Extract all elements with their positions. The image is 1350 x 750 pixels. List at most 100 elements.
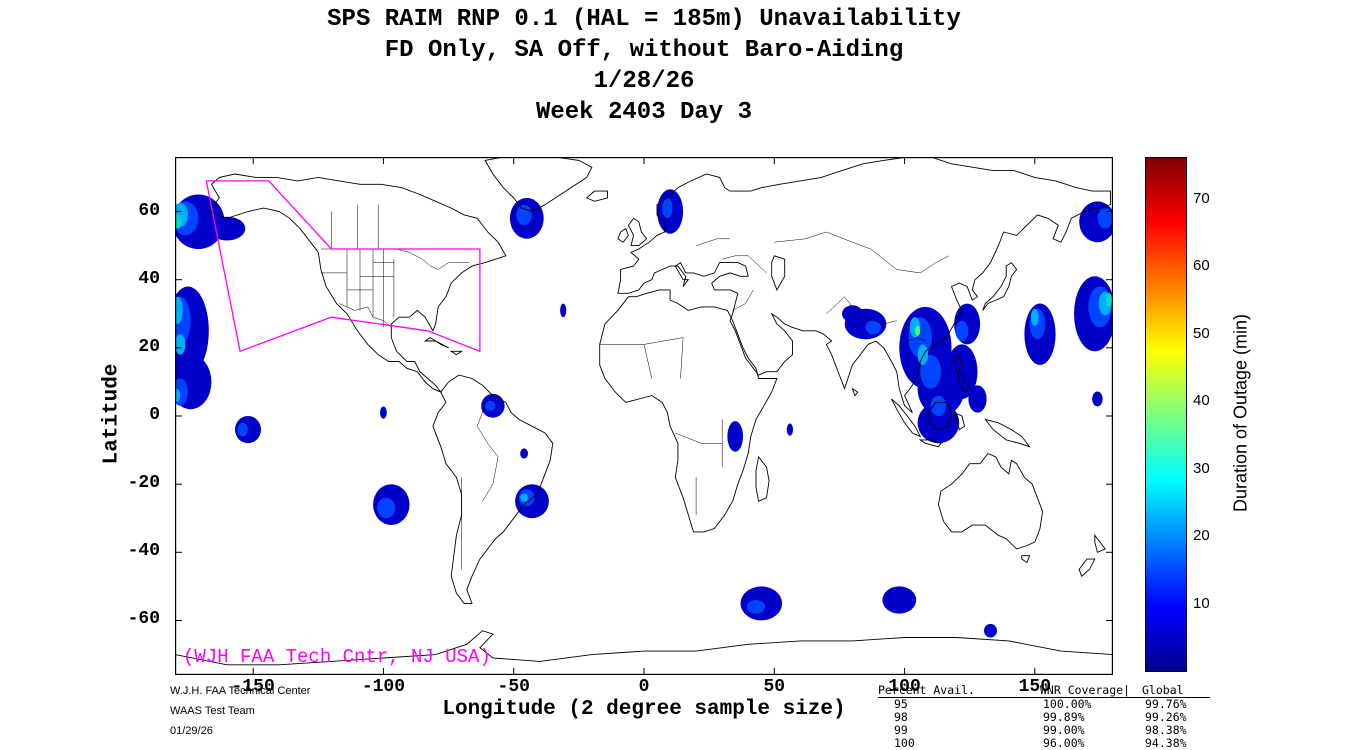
chart-title-line-4: Week 2403 Day 3 [535,99,753,126]
country-border [680,337,684,379]
country-border [899,337,926,348]
world-map: (WJH FAA Tech Cntr, NJ USA) [175,157,1113,675]
stats-cell: 98.38% [1145,723,1187,737]
outage-region-scandinavia [662,197,673,219]
world-map-svg [175,157,1113,675]
stats-cell: 98 [894,710,908,724]
stats-cell: 100.00% [1043,697,1092,711]
x-tick-label: 100 [888,677,921,697]
outage-region-southeast-asia [915,325,921,336]
outage-region-southeast-asia [955,320,969,341]
coastline [851,387,859,397]
stats-header-cell: Global [1142,684,1210,698]
outage-region-indian-ocean [786,423,794,436]
chart-title-line-2: FD Only, SA Off, without Baro-Aiding [384,37,904,64]
y-tick-label: -60 [127,609,160,630]
x-tick-label: 0 [638,677,650,697]
coastline [627,217,648,247]
outage-region-central-pacific [237,422,248,437]
outage-region-gulf-of-alaska [208,216,246,241]
stats-cell: 99.89% [1043,710,1085,724]
coastline [982,261,1018,311]
country-border [722,255,767,274]
chart-title-line-3: 1/28/26 [593,68,695,95]
outage-region-himalaya-bengal [865,320,882,335]
coastline [937,452,1044,550]
outage-region-southeast-asia [946,344,978,399]
outage-region-kamchatka-east [1097,208,1113,229]
outage-region-northeast-pacific [175,334,186,355]
coastline [423,337,449,349]
country-border [643,344,653,379]
coastline [755,455,770,502]
footer-org-line: W.J.H. FAA Technical Center [170,685,311,697]
stats-cell: 99.26% [1145,710,1187,724]
outage-region-labrador-sea [516,204,532,226]
coastline [953,353,971,393]
outage-region-micronesia [1092,391,1103,407]
outage-region-west-pacific [1030,308,1039,326]
coastline [891,398,922,438]
coastline [1094,533,1106,553]
outage-region-northeast-pacific [175,388,181,403]
coastline [432,374,554,604]
x-axis-label: Longitude (2 degree sample size) [442,698,846,721]
x-tick-label: -150 [231,677,275,697]
stats-cell: 96.00% [1043,736,1085,750]
stats-header-cell: WNR Coverage| [1040,684,1142,698]
country-border [339,303,392,328]
country-border [696,238,730,246]
x-tick-label: -100 [361,677,406,697]
y-tick-label: 40 [138,268,160,289]
stats-cell: 95 [894,697,908,711]
country-border [675,432,723,444]
colorbar-gradient [1145,157,1187,672]
colorbar-tick-label: 30 [1193,459,1210,477]
coastline [484,157,593,212]
country-border [870,248,950,274]
outage-region-northeast-pacific [175,296,183,324]
outage-region-southern-ocean-c [984,623,997,638]
outage-region-central-pacific [235,416,261,444]
colorbar-label: Duration of Outage (min) [1230,313,1251,513]
coastline [1021,555,1031,564]
outage-region-gulf-of-alaska [175,215,182,229]
coastline [918,439,942,448]
y-tick-label: -40 [127,541,160,562]
outage-region-south-pacific [377,497,396,519]
stats-cell: 99 [894,723,908,737]
coastline [953,411,966,431]
y-tick-label: 60 [138,200,160,221]
x-tick-label: 150 [1018,677,1052,697]
x-tick-label: 50 [763,677,786,697]
country-border [320,248,470,270]
coastline [617,227,629,243]
y-tick-label: -20 [127,473,160,494]
coastline [927,401,952,431]
country-border [476,398,499,502]
outage-region-northwest-pacific [1106,293,1113,307]
colorbar-tick-label: 50 [1193,324,1210,342]
coastline [208,173,507,394]
outage-region-guyana-coast [485,400,496,411]
map-annotation: (WJH FAA Tech Cntr, NJ USA) [183,646,491,668]
chart-title-line-1: SPS RAIM RNP 0.1 (HAL = 185m) Unavailabi… [327,6,961,33]
outage-region-southeast-asia [917,344,928,365]
coastline [771,255,786,291]
y-tick-label: 0 [149,405,160,425]
outage-region-east-africa [727,421,743,452]
coastline [599,289,778,533]
outage-region-southern-ocean-b [882,586,917,614]
stats-cell: 100 [894,736,915,750]
coastline [585,190,608,202]
stats-cell: 99.00% [1043,723,1085,737]
outage-region-southeast-asia [968,385,987,413]
coastline [175,630,1113,675]
country-border [732,289,754,311]
coastline [449,350,464,356]
coastline [984,418,1031,448]
colorbar-tick-label: 40 [1193,392,1210,409]
x-tick-label: -50 [497,677,530,697]
stats-header-cell: Percent Avail. [878,684,1040,698]
